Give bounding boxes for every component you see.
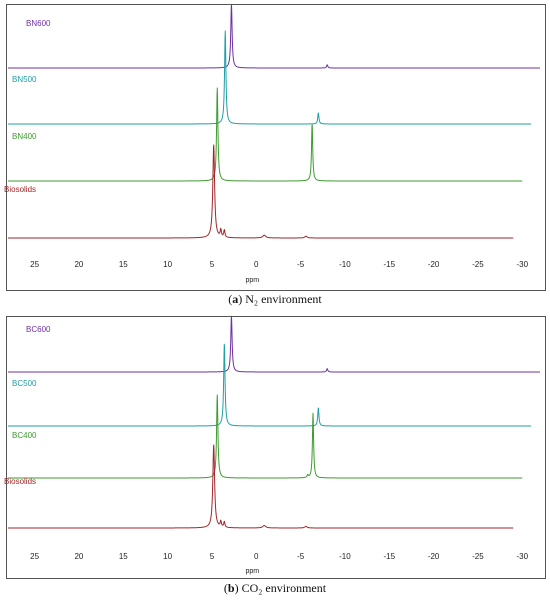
caption-text: N₂ environment	[242, 292, 322, 306]
x-tick-label-a: -15	[383, 260, 395, 269]
series-label-b-biosolids: Biosolids	[4, 477, 36, 486]
caption-prefix-paren: )	[235, 581, 239, 595]
series-label-a-bn500: BN500	[12, 75, 37, 84]
x-tick-label-b: 10	[163, 552, 172, 561]
x-tick-label-b: 20	[74, 552, 83, 561]
panel-b-co2-environment: BC600 BC500 BC400 Biosolids 25 20 15 10 5 0 -5 -10 -…	[0, 312, 550, 598]
spectrum-line-a-bn400	[7, 87, 523, 182]
spectrum-line-b-bc400	[7, 394, 523, 479]
nmr-chart-a: BN600 BN500 BN400 Biosolids 25 20 15 10 5 0 -5 -10 -…	[4, 3, 546, 306]
x-tick-label-a: 10	[163, 260, 172, 269]
nmr-chart-b: BC600 BC500 BC400 Biosolids 25 20 15 10 5 0 -5 -10 -…	[4, 315, 546, 595]
series-label-b-bc500: BC500	[12, 379, 37, 388]
caption-prefix: a	[232, 292, 238, 306]
panel-caption-b: (b) CO₂ environment	[224, 581, 327, 595]
spectrum-line-a-bn500	[7, 30, 532, 125]
x-tick-label-a: 20	[74, 260, 83, 269]
x-tick-label-a: -10	[339, 260, 351, 269]
x-tick-label-b: -5	[297, 552, 305, 561]
spectrum-line-b-biosolids	[7, 444, 514, 529]
x-axis-label-a: ppm	[245, 277, 259, 284]
x-axis-label-b: ppm	[245, 568, 259, 575]
x-tick-label-b: -15	[383, 552, 395, 561]
caption-prefix-paren: )	[238, 292, 242, 306]
x-tick-label-b: 5	[210, 552, 215, 561]
x-tick-label-a: -20	[428, 260, 440, 269]
series-label-a-bn600: BN600	[26, 19, 51, 28]
x-tick-label-b: 0	[254, 552, 259, 561]
x-tick-label-a: -30	[516, 260, 528, 269]
panel-a-n2-environment: BN600 BN500 BN400 Biosolids 25 20 15 10 5 0 -5 -10 -…	[4, 3, 546, 306]
x-tick-label-a: 0	[254, 260, 259, 269]
x-tick-label-b: -20	[428, 552, 440, 561]
plot-frame	[6, 4, 546, 291]
plot-frame	[6, 316, 546, 579]
series-label-a-biosolids: Biosolids	[4, 185, 36, 194]
series-label-a-bn400: BN400	[12, 132, 37, 141]
series-label-b-bc400: BC400	[12, 431, 37, 440]
x-tick-label-a: 15	[119, 260, 128, 269]
spectrum-line-a-bn600	[7, 3, 541, 69]
x-tick-label-b: 15	[119, 552, 128, 561]
x-tick-label-b: -10	[339, 552, 351, 561]
panel-caption-a: (a) N₂ environment	[228, 292, 322, 306]
x-tick-label-a: -25	[472, 260, 484, 269]
x-tick-label-b: 25	[30, 552, 39, 561]
x-tick-label-a: 25	[30, 260, 39, 269]
spectrum-line-a-biosolids	[7, 144, 514, 239]
x-tick-label-a: -5	[297, 260, 305, 269]
spectrum-line-b-bc500	[7, 343, 532, 427]
x-tick-label-a: 5	[210, 260, 215, 269]
x-tick-label-b: -25	[472, 552, 484, 561]
series-label-b-bc600: BC600	[26, 325, 51, 334]
caption-prefix: b	[228, 581, 235, 595]
caption-text: CO₂ environment	[239, 581, 327, 595]
spectrum-line-b-bc600	[7, 315, 541, 373]
x-tick-label-b: -30	[516, 552, 528, 561]
